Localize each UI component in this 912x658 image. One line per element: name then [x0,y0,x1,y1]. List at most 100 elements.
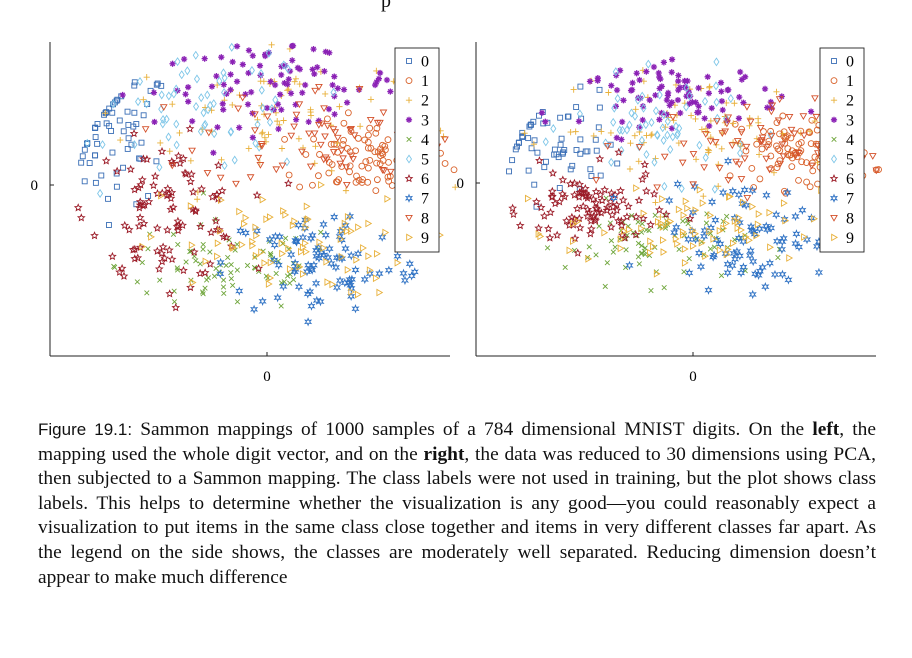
point-class-2 [292,75,300,82]
point-class-0 [543,158,549,165]
legend-marker-3 [405,116,413,123]
point-class-7 [393,251,402,261]
legend-marker-2 [830,97,838,104]
point-class-6 [661,209,671,219]
point-class-6 [115,267,124,276]
point-class-1 [795,177,802,184]
point-class-9 [299,243,307,252]
point-class-7 [694,248,704,258]
point-class-9 [535,230,543,238]
point-class-7 [625,260,634,271]
point-class-3 [617,67,624,74]
legend-label: 4 [846,132,854,149]
point-class-1 [366,124,374,132]
point-class-0 [140,112,147,119]
point-class-6 [617,220,627,230]
point-class-4 [661,284,667,291]
point-class-0 [557,114,564,121]
point-class-9 [384,194,392,203]
point-class-5 [623,125,630,135]
point-class-6 [545,233,555,242]
point-class-9 [659,195,666,203]
point-class-3 [706,122,713,130]
point-class-4 [200,241,206,248]
point-class-8 [380,167,389,175]
point-class-5 [99,140,106,150]
point-class-4 [287,271,293,277]
point-class-5 [667,144,674,155]
legend-label: 2 [846,93,854,110]
point-class-3 [233,78,241,85]
point-class-6 [222,232,231,242]
point-class-3 [150,89,158,96]
point-class-7 [258,296,267,306]
legend-marker-4 [831,136,837,143]
point-class-8 [678,159,687,167]
point-class-7 [300,223,309,233]
point-class-5 [198,93,205,103]
point-class-9 [735,213,743,222]
point-class-8 [689,181,698,189]
point-class-6 [685,214,695,223]
point-class-1 [385,177,393,185]
point-class-9 [659,223,667,231]
point-class-2 [276,121,283,128]
point-class-6 [600,185,610,194]
point-class-9 [382,228,390,237]
point-class-4 [229,282,236,289]
point-class-3 [181,56,188,63]
point-class-6 [112,166,122,175]
point-class-7 [321,230,330,240]
point-class-3 [619,118,626,125]
point-class-7 [792,229,801,239]
point-class-2 [299,144,307,151]
point-class-3 [708,105,715,112]
point-class-2 [705,149,712,156]
point-class-3 [736,94,743,101]
point-class-3 [637,95,644,102]
point-class-6 [179,154,188,163]
point-class-1 [316,151,323,158]
point-class-9 [298,247,305,256]
point-class-4 [608,238,615,244]
point-class-3 [272,81,279,89]
point-class-2 [570,86,577,93]
point-class-9 [252,251,260,260]
point-class-0 [81,146,88,153]
point-class-7 [762,190,771,200]
point-class-9 [755,210,763,218]
point-class-4 [652,212,658,218]
point-class-5 [608,157,615,167]
point-class-1 [774,145,782,153]
point-class-3 [267,78,274,85]
point-class-5 [173,84,180,94]
point-class-2 [530,141,537,148]
point-class-6 [560,192,569,201]
point-class-8 [679,140,688,148]
point-class-7 [734,190,743,200]
point-class-9 [214,252,221,261]
point-class-1 [296,183,304,191]
point-class-6 [196,221,205,231]
point-class-3 [287,90,295,97]
point-class-0 [108,128,115,134]
point-class-2 [706,84,713,91]
point-class-1 [776,147,784,154]
point-class-6 [152,246,162,255]
point-class-6 [640,160,650,169]
point-class-9 [675,205,683,214]
point-class-4 [610,249,616,255]
point-class-9 [267,258,275,267]
caption-start: Sammon mappings of 1000 samples of a 784… [140,419,813,440]
point-class-4 [244,262,251,269]
legend-label: 7 [421,191,429,208]
point-class-2 [336,103,343,110]
figure-caption: Figure 19.1: Sammon mappings of 1000 sam… [38,418,876,590]
point-class-9 [766,208,774,217]
point-class-0 [525,167,532,174]
point-class-8 [811,95,819,103]
point-class-5 [184,66,191,76]
point-class-7 [216,269,225,279]
point-class-4 [282,235,289,241]
point-class-6 [163,225,172,234]
